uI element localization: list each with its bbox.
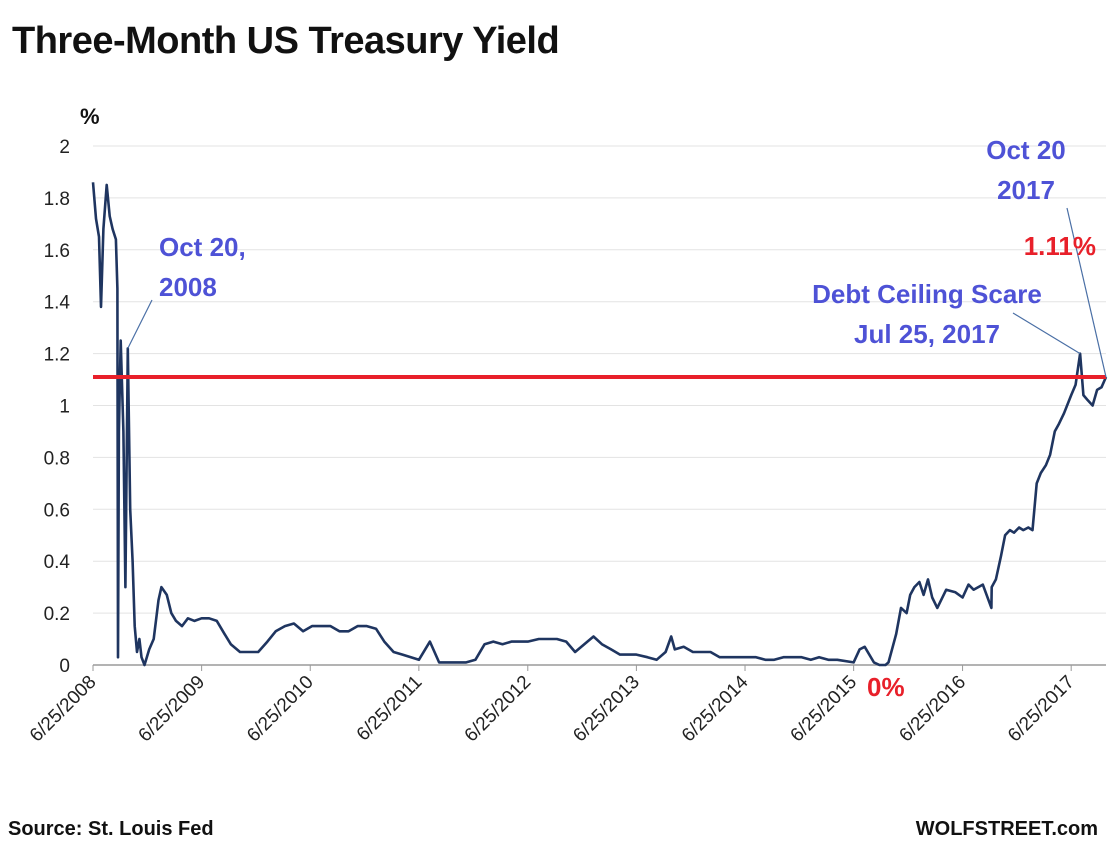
gridlines	[93, 145, 1106, 614]
y-axis-unit-label: %	[80, 104, 100, 129]
y-tick-label: 0.2	[44, 604, 70, 625]
y-tick-label: 0.8	[44, 448, 70, 469]
source-text: Source: St. Louis Fed	[8, 818, 214, 840]
x-tick-label: 6/25/2011	[353, 672, 427, 746]
y-tick-label: 1.8	[44, 189, 70, 210]
x-tick-label: 6/25/2017	[1004, 672, 1079, 747]
x-tick-label: 6/25/2016	[895, 672, 970, 747]
annotation-oct-20-2017-line-1: Oct 20	[986, 135, 1066, 165]
x-tick-label: 6/25/2014	[678, 671, 753, 746]
annotation-leaders	[127, 207, 1107, 378]
x-axis-ticks: 6/25/2008 6/25/2009 6/25/2010 6/25/2011 6/25…	[26, 665, 1079, 746]
y-tick-label: 1.2	[44, 345, 70, 366]
brand-text: WOLFSTREET.com	[915, 818, 1098, 840]
y-tick-label: 2	[59, 137, 70, 158]
x-tick-label: 6/25/2009	[135, 672, 210, 747]
annotation-debt-ceiling-scare-line-1: Debt Ceiling Scare	[812, 279, 1042, 309]
y-tick-label: 1.4	[44, 293, 71, 314]
y-tick-label: 1	[59, 397, 70, 418]
annotation-oct-20-2008-line-1: Oct 20,	[159, 232, 246, 262]
y-tick-label: 0.4	[44, 552, 71, 573]
y-axis-ticks: 0 0.2 0.4 0.6 0.8 1 1.2 1.4 1.6 1.8 2	[44, 137, 71, 677]
x-tick-label: 6/25/2008	[26, 672, 101, 747]
annotation-leader-line	[1066, 207, 1107, 378]
y-tick-label: 0	[59, 656, 70, 677]
x-tick-label: 6/25/2013	[569, 672, 644, 747]
annotation-oct-20-2008-line-2: 2008	[159, 272, 217, 302]
x-tick-label: 6/25/2015	[787, 672, 862, 747]
annotation-leader-line	[1012, 312, 1081, 355]
annotation-oct-20-2017-line-2: 2017	[997, 175, 1055, 205]
chart-title: Three-Month US Treasury Yield	[12, 20, 560, 62]
series-layer	[91, 182, 1108, 667]
annotation-zero-percent-line-1: 0%	[867, 672, 905, 702]
x-tick-label: 6/25/2012	[461, 672, 536, 747]
annotations: Oct 20, 2008 Oct 20 2017 1.11% Debt Ceiling S…	[159, 135, 1096, 702]
series-line-yield	[91, 182, 1108, 667]
y-tick-label: 0.6	[44, 500, 70, 521]
annotation-1-11-percent-line-1: 1.11%	[1024, 231, 1096, 261]
x-tick-label: 6/25/2010	[243, 672, 318, 747]
y-tick-label: 1.6	[44, 241, 70, 262]
annotation-leader-line	[127, 299, 153, 349]
annotation-debt-ceiling-scare-line-2: Jul 25, 2017	[854, 319, 1000, 349]
